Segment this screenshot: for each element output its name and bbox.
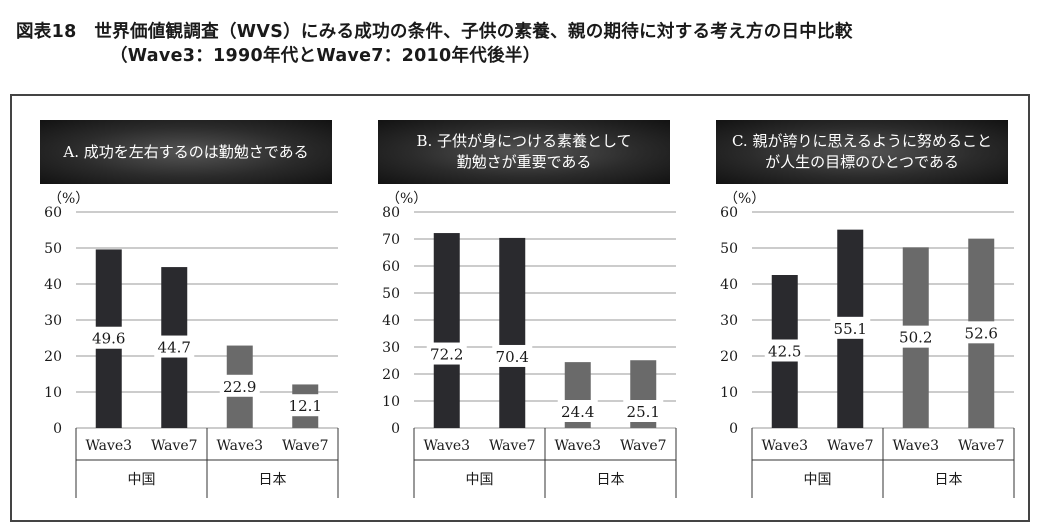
figure-title-line2: （Wave3：1990年代とWave7：2010年代後半） <box>110 46 541 66</box>
b-ytick-label: 0 <box>391 421 400 437</box>
panel-c-title: C. 親が誇りに思えるように努めること が人生の目標のひとつである <box>716 120 1008 184</box>
a-group-label: 日本 <box>259 472 287 488</box>
c-ytick-label: 0 <box>729 421 738 437</box>
a-data-label: 12.1 <box>289 397 322 415</box>
a-data-label: 49.6 <box>92 330 125 348</box>
a-ytick-label: 60 <box>44 205 62 221</box>
c-data-label: 50.2 <box>899 329 932 347</box>
c-ytick-label: 30 <box>720 313 738 329</box>
c-category-label: Wave7 <box>827 438 874 454</box>
b-ytick-label: 50 <box>382 286 400 302</box>
b-category-label: Wave3 <box>423 438 470 454</box>
b-category-label: Wave7 <box>489 438 536 454</box>
c-category-label: Wave7 <box>958 438 1005 454</box>
a-ytick-label: 30 <box>44 313 62 329</box>
c-category-label: Wave3 <box>892 438 939 454</box>
b-data-label: 25.1 <box>627 403 660 421</box>
a-ytick-label: 10 <box>44 385 62 401</box>
panel-a-chart: 0 10 20 30 40 50 60 49.6 44.7 22.9 12.1 Wave3 Wave7 W… <box>44 205 339 498</box>
c-category-label: Wave3 <box>761 438 808 454</box>
b-category-label: Wave3 <box>554 438 601 454</box>
b-bar-0 <box>433 233 460 428</box>
a-category-label: Wave3 <box>85 438 132 454</box>
b-ytick-label: 70 <box>382 232 400 248</box>
b-bar-1 <box>499 237 526 428</box>
c-ytick-label: 10 <box>720 385 738 401</box>
c-data-label-bg-3 <box>961 321 1002 344</box>
panel-c-chart: 0 10 20 30 40 50 60 42.5 55.1 50.2 52.6 Wave3 Wave7 W… <box>720 205 1015 498</box>
a-ytick-label: 40 <box>44 277 62 293</box>
b-group-label: 日本 <box>597 472 625 488</box>
b-group-label: 中国 <box>466 472 494 488</box>
b-ytick-label: 80 <box>382 205 400 221</box>
b-data-label: 24.4 <box>561 403 594 421</box>
b-data-label: 70.4 <box>496 348 529 366</box>
b-category-label: Wave7 <box>620 438 667 454</box>
a-ytick-label: 20 <box>44 349 62 365</box>
a-data-label: 22.9 <box>223 378 256 396</box>
a-data-label-bg-0 <box>88 326 129 349</box>
figure-frame: A. 成功を左右するのは勤勉さである （%） 0 10 20 30 40 50 60 49.6… <box>10 94 1030 522</box>
b-data-label-bg-3 <box>623 400 664 422</box>
a-category-label: Wave3 <box>216 438 263 454</box>
a-data-label-bg-3 <box>285 394 326 417</box>
panel-b-title: B. 子供が身につける素養として 勤勉さが重要である <box>378 120 670 184</box>
c-ytick-label: 20 <box>720 349 738 365</box>
c-data-label: 55.1 <box>834 320 867 338</box>
panel-b-unit: （%） <box>386 191 428 207</box>
c-group-label: 中国 <box>804 472 832 488</box>
a-ytick-label: 50 <box>44 241 62 257</box>
c-data-label: 52.6 <box>965 324 998 342</box>
b-ytick-label: 30 <box>382 340 400 356</box>
a-group-label: 中国 <box>128 472 156 488</box>
a-category-label: Wave7 <box>282 438 329 454</box>
c-ytick-label: 60 <box>720 205 738 221</box>
b-ytick-label: 10 <box>382 394 400 410</box>
a-category-label: Wave7 <box>151 438 198 454</box>
figure-title: 図表18 世界価値観調査（WVS）にみる成功の条件、子供の素養、親の期待に対する… <box>16 20 853 68</box>
panel-b-chart: 0 10 20 30 40 50 60 70 80 72.2 70.4 24.4 25.1 Wave3 Wa… <box>382 205 677 498</box>
b-ytick-label: 60 <box>382 259 400 275</box>
a-ytick-label: 0 <box>53 421 62 437</box>
b-ytick-label: 40 <box>382 313 400 329</box>
b-data-label-bg-2 <box>557 400 598 422</box>
c-ytick-label: 40 <box>720 277 738 293</box>
a-data-label-bg-1 <box>154 335 195 358</box>
a-data-label: 44.7 <box>158 339 191 357</box>
c-group-label: 日本 <box>935 472 963 488</box>
c-data-label: 42.5 <box>768 343 801 361</box>
figure-title-line1: 図表18 世界価値観調査（WVS）にみる成功の条件、子供の素養、親の期待に対する… <box>16 22 853 42</box>
b-data-label: 72.2 <box>430 346 463 364</box>
c-data-label-bg-0 <box>764 339 805 362</box>
b-ytick-label: 20 <box>382 367 400 383</box>
a-data-label-bg-2 <box>219 374 260 397</box>
c-ytick-label: 50 <box>720 241 738 257</box>
b-data-label-bg-0 <box>426 342 467 365</box>
c-data-label-bg-2 <box>895 325 936 348</box>
panel-a-unit: （%） <box>48 191 90 207</box>
b-data-label-bg-1 <box>492 344 533 367</box>
c-data-label-bg-1 <box>830 316 871 339</box>
panel-a-title: A. 成功を左右するのは勤勉さである <box>40 120 332 184</box>
panel-c-unit: （%） <box>724 191 766 207</box>
